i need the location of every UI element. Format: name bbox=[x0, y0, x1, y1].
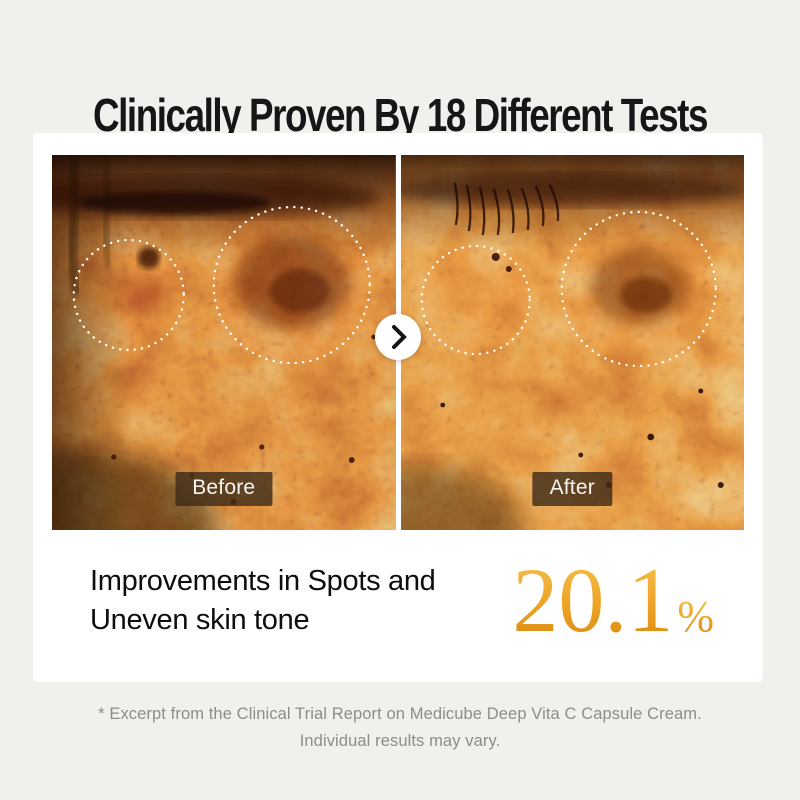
before-image: Before bbox=[52, 155, 396, 530]
footnote-line1: * Excerpt from the Clinical Trial Report… bbox=[98, 705, 702, 723]
footnote-line2: Individual results may vary. bbox=[299, 732, 501, 750]
after-label: After bbox=[532, 472, 612, 506]
result-description-line2: Uneven skin tone bbox=[90, 604, 310, 636]
next-arrow-button[interactable] bbox=[375, 314, 421, 360]
footnote: * Excerpt from the Clinical Trial Report… bbox=[0, 701, 800, 755]
result-description: Improvements in Spots and Uneven skin to… bbox=[90, 562, 436, 640]
result-description-line1: Improvements in Spots and bbox=[90, 565, 436, 597]
highlight-circle-small-after bbox=[420, 244, 531, 356]
result-percentage-sign: % bbox=[677, 592, 714, 642]
result-percentage-number: 20.1 bbox=[512, 549, 674, 652]
after-skin-photo bbox=[400, 155, 744, 530]
chevron-right-icon bbox=[392, 325, 407, 349]
after-image: After bbox=[400, 155, 744, 530]
eyelashes bbox=[453, 182, 559, 236]
highlight-circle-large-after bbox=[560, 210, 717, 368]
result-value: 20.1 % bbox=[512, 549, 714, 652]
highlight-circle-large-before bbox=[212, 205, 371, 365]
result-row: Improvements in Spots and Uneven skin to… bbox=[52, 530, 744, 682]
page-title: Clinically Proven By 18 Different Tests bbox=[93, 88, 708, 141]
before-label: Before bbox=[175, 472, 273, 506]
results-card: Before bbox=[33, 133, 763, 682]
before-after-comparison: Before bbox=[52, 155, 744, 530]
highlight-circle-small-before bbox=[72, 238, 185, 352]
before-skin-photo bbox=[52, 155, 396, 530]
